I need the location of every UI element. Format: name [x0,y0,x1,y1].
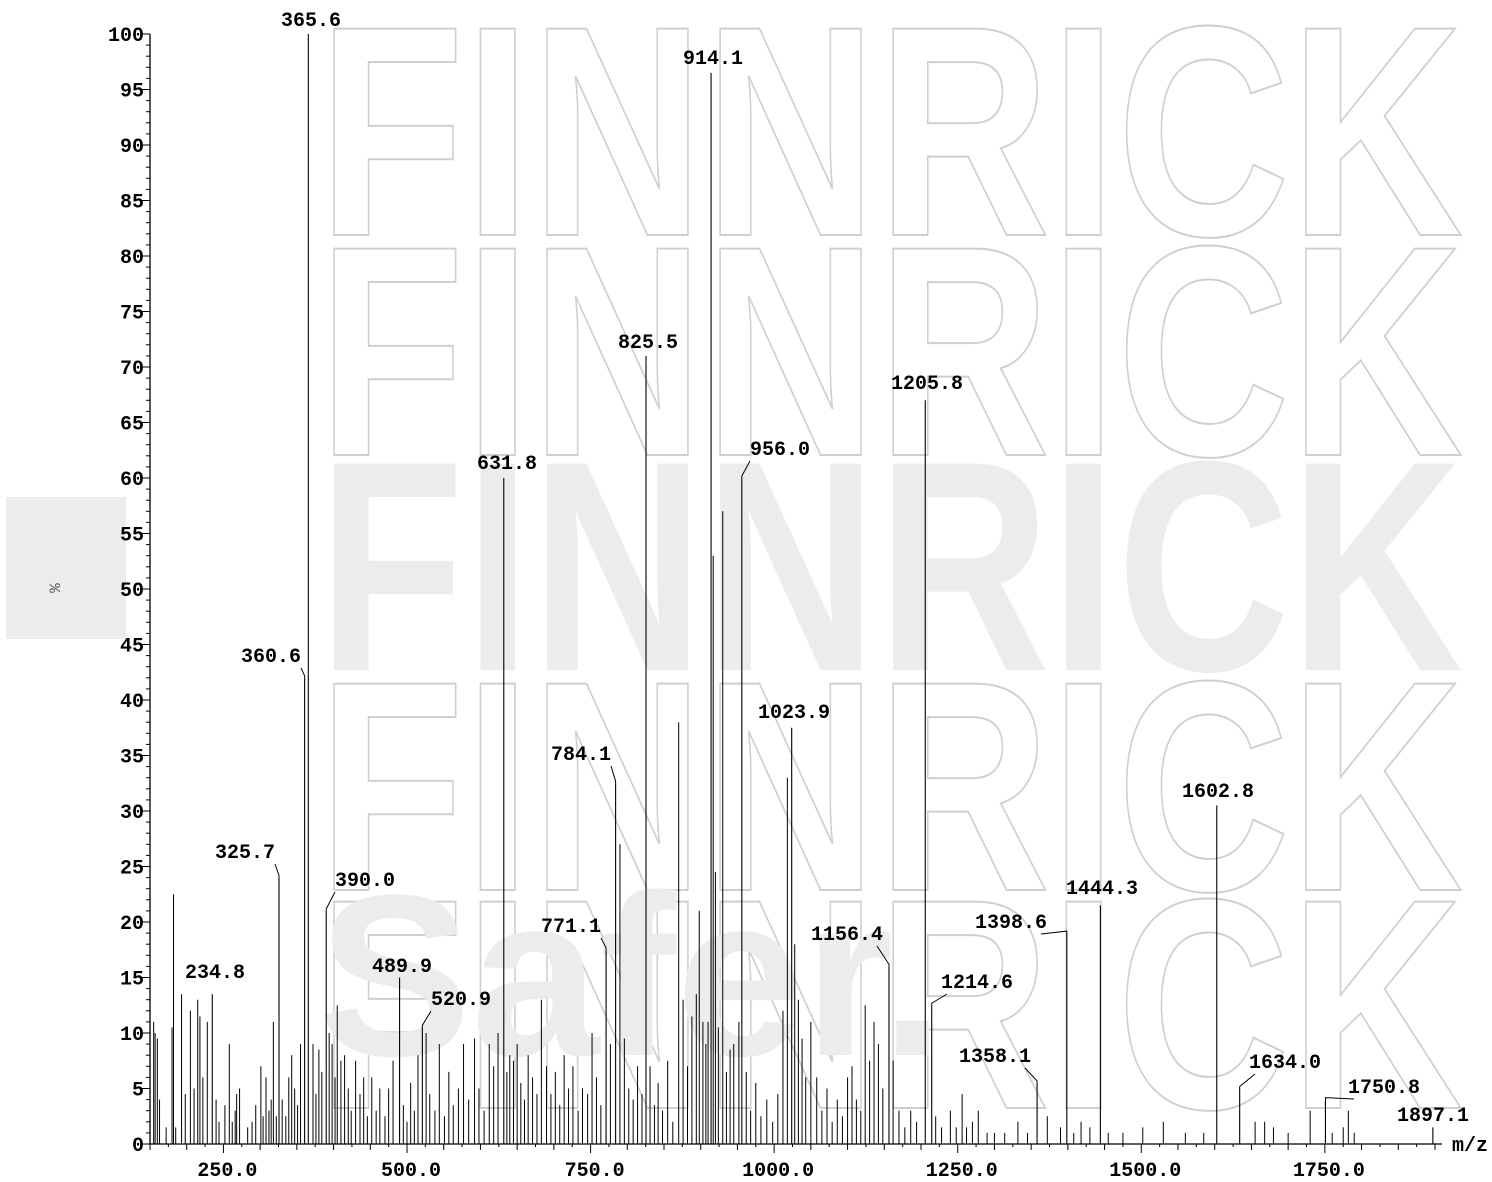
y-tick-label: 40 [120,691,144,714]
x-axis: 250.0 500.0 750.0 1000.0 1250.0 1500.0 1750.0 [149,1143,1442,1182]
y-tick-label: 30 [120,802,144,825]
peak-label: 771.1 [541,916,601,939]
peak-leader-line [931,993,948,1006]
peak-label: 1023.9 [758,702,830,725]
y-tick-label: 95 [120,81,144,104]
peak-label: 784.1 [551,744,611,767]
watermark: FINNRICK FINNRICK FINNRICK FINNRICK FINN… [6,0,1464,1173]
peak-label: 1156.4 [811,924,883,947]
y-tick-label: 65 [120,414,144,437]
watermark-text-row-1: FINNRICK [318,0,1463,299]
y-tick-label: 55 [120,525,144,548]
peak-leader-line [876,945,890,967]
unlabeled-peaks [153,511,1355,1144]
y-tick-label: 25 [120,858,144,881]
y-tick-label: 20 [120,913,144,936]
x-tick-label: 500.0 [381,1160,441,1182]
y-tick-label: 70 [120,358,144,381]
y-tick-label: 60 [120,469,144,492]
y-tick-label: 80 [120,247,144,270]
peak-label: 365.6 [281,10,341,33]
y-tick-label: 90 [120,136,144,159]
watermark-text-row-5: FINNRICK [318,836,1463,1172]
y-axis-title: % [47,583,65,593]
x-tick-label: 250.0 [197,1160,257,1182]
peak-label: 956.0 [750,439,810,462]
peak-label: 1205.8 [891,373,963,396]
peak-label: 825.5 [618,332,678,355]
y-tick-label: 75 [120,303,144,326]
peak-label: 390.0 [335,870,395,893]
peak-leader-line [421,1010,432,1028]
y-tick-label: 35 [120,747,144,770]
peak-leader-line [1324,1097,1355,1100]
watermark-text-row-4: FINNRICK [318,618,1463,954]
y-tick-label: 15 [120,969,144,992]
peak-label: 914.1 [683,48,743,71]
labeled-peaks: 234.8 325.7 360.6 365.6 390.0 489.9 520.9 631.8… [185,10,1469,1144]
peak-label: 325.7 [215,842,275,865]
x-tick-label: 1500.0 [1109,1160,1181,1182]
y-tick-label: 45 [120,636,144,659]
peak-leader-line [300,667,306,678]
y-tick-label: 100 [108,25,144,48]
peak-label: 1897.1 [1397,1105,1469,1128]
x-tick-label: 1000.0 [742,1160,814,1182]
peak-label: 1214.6 [941,972,1013,995]
x-tick-label: 1750.0 [1293,1160,1365,1182]
peak-label: 1634.0 [1249,1052,1321,1075]
peak-leader-line [1024,1067,1038,1083]
peak-leader-line [325,891,336,911]
peak-leader-line [741,460,751,478]
peak-leader-line [610,765,617,784]
x-tick-label: 750.0 [565,1160,625,1182]
y-tick-label: 10 [120,1024,144,1047]
x-tick-label: 1250.0 [926,1160,998,1182]
peak-leader-line [600,937,607,950]
peak-label: 631.8 [477,453,537,476]
y-axis: 0 5 10 15 20 25 30 35 40 45 50 55 60 65 70 75 80 85 90 95 10… [108,25,151,1158]
peak-leader-line [1239,1073,1256,1089]
peak-leader-line [274,863,280,878]
peak-label: 489.9 [372,956,432,979]
watermark-text-main: FINNRICK [318,398,1463,734]
peak-label: 1602.8 [1182,781,1254,804]
peak-label: 520.9 [431,989,491,1012]
watermark-text-row-2: FINNRICK [318,183,1463,519]
y-tick-label: 50 [120,580,144,603]
peak-label: 1358.1 [959,1046,1031,1069]
peak-label: 1398.6 [975,912,1047,935]
peak-label: 360.6 [241,646,301,669]
peak-label: 234.8 [185,962,245,985]
peak-leader-line [1040,930,1068,935]
y-tick-label: 85 [120,192,144,215]
peak-label: 1444.3 [1066,878,1138,901]
peak-label: 1750.8 [1348,1077,1420,1100]
y-tick-label: 5 [132,1080,144,1103]
watermark-gray-band [6,497,126,639]
x-axis-title: m/z [1452,1135,1488,1158]
y-tick-label: 0 [132,1135,144,1158]
